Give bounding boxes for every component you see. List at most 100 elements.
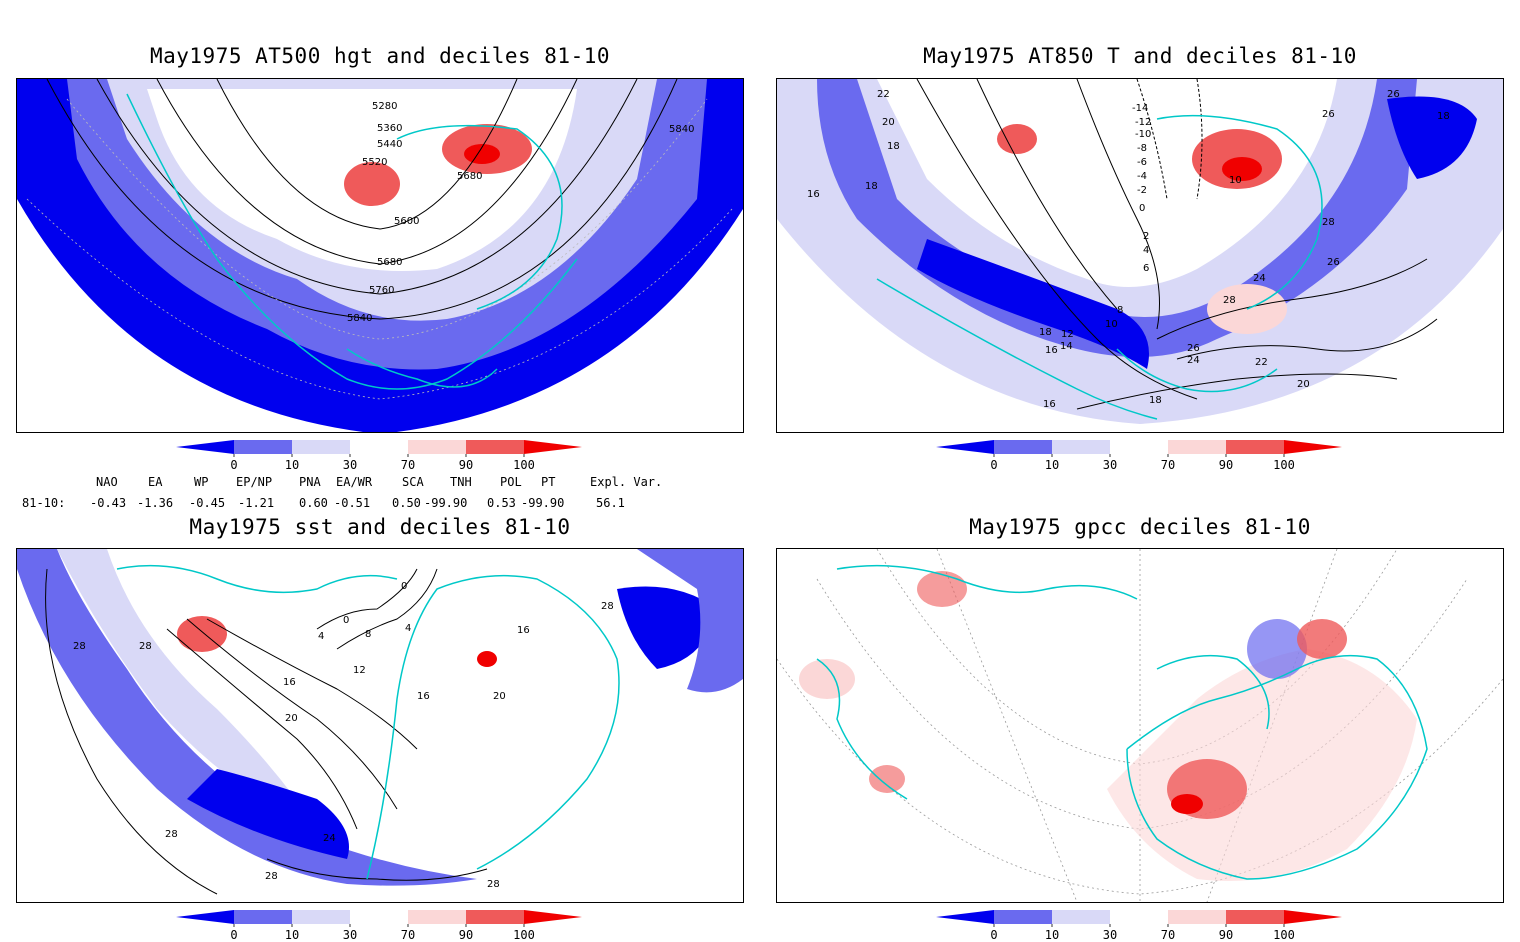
contour-label: 0 (1139, 203, 1145, 214)
contour-label: 28 (165, 829, 178, 840)
contour-label: 5760 (369, 285, 394, 296)
colorbar-segment (1284, 910, 1342, 924)
contour-label: 16 (1045, 345, 1058, 356)
colorbar-segment (1168, 910, 1226, 924)
colorbar-3: 0 10 30 70 90 100 (176, 910, 582, 942)
colorbar-segment (234, 440, 292, 454)
colorbar-segment (1226, 910, 1284, 924)
contour-label: 5840 (669, 124, 694, 135)
contour-label: 16 (517, 625, 530, 636)
contour-label: 16 (417, 691, 430, 702)
colorbar-segment (234, 910, 292, 924)
contour-label: 28 (73, 641, 86, 652)
contour-label: 12 (353, 665, 366, 676)
contour-label: 22 (1255, 357, 1268, 368)
contour-label: 16 (1043, 399, 1056, 410)
index-header-sca: SCA (402, 475, 424, 489)
index-header-tnh: TNH (450, 475, 472, 489)
colorbar-label: 90 (1219, 928, 1233, 942)
index-header-wp: WP (194, 475, 209, 489)
contour-label: 22 (877, 89, 890, 100)
colorbar-label: 30 (1103, 928, 1117, 942)
contour-label: 26 (1187, 343, 1200, 354)
map-panel-at500-hgt: 5280 5360 5440 5520 5600 5680 5760 5840 … (16, 78, 744, 433)
contour-label: -6 (1137, 157, 1147, 168)
contour-label: -2 (1137, 185, 1147, 196)
contour-label: 14 (1060, 341, 1073, 352)
colorbar-label: 10 (1045, 928, 1059, 942)
contour-label: 10 (1229, 175, 1242, 186)
index-header-pol: POL (500, 475, 522, 489)
colorbar-segment (350, 910, 408, 924)
colorbar-segment (1052, 440, 1110, 454)
colorbar-label: 0 (990, 928, 997, 942)
contour-label: 28 (265, 871, 278, 882)
colorbar-segment (524, 440, 582, 454)
colorbar-4: 0 10 30 70 90 100 (936, 910, 1342, 942)
panel-title-4: May1975 gpcc deciles 81-10 (969, 515, 1311, 539)
colorbar-segment (1168, 440, 1226, 454)
contour-label: 18 (1149, 395, 1162, 406)
colorbar-label: 100 (1273, 928, 1295, 942)
colorbar-segment (176, 910, 234, 924)
index-value-wp: -0.45 (189, 496, 226, 510)
index-header-pna: PNA (299, 475, 321, 489)
contour-label: 4 (1143, 245, 1149, 256)
contour-label: 18 (1437, 111, 1450, 122)
contour-label: 0 (343, 615, 349, 626)
colorbar-label: 30 (343, 928, 357, 942)
colorbar-label: 10 (285, 928, 299, 942)
index-header-ea: EA (148, 475, 163, 489)
colorbar-segment (466, 910, 524, 924)
index-value-tnh: -99.90 (424, 496, 468, 510)
contour-label: 26 (1322, 109, 1335, 120)
panel-title-3: May1975 sst and deciles 81-10 (189, 515, 571, 539)
index-header-pt: PT (541, 475, 556, 489)
contour-label: 24 (1187, 355, 1200, 366)
colorbar-label: 0 (230, 928, 237, 942)
contour-label: 20 (493, 691, 506, 702)
contour-label: 2 (1143, 231, 1149, 242)
contour-label: -8 (1137, 143, 1147, 154)
contour-label: 5840 (347, 313, 372, 324)
map-panel-at850-t: 22 20 18 18 16 -14 -12 -10 -8 -6 -4 -2 0… (776, 78, 1504, 433)
colorbar-label: 90 (1219, 458, 1233, 472)
panel-title-1: May1975 AT500 hgt and deciles 81-10 (149, 44, 610, 68)
contour-label: 10 (1105, 319, 1118, 330)
colorbar-1: 0 10 30 70 90 100 (176, 440, 582, 472)
index-header-expl-var: Expl. Var. (590, 475, 663, 489)
contour-label: 18 (1039, 327, 1052, 338)
colorbar-segment (408, 440, 466, 454)
contour-label: 5680 (377, 257, 402, 268)
contour-label: 16 (807, 189, 820, 200)
contour-label: 5360 (377, 123, 402, 134)
colorbar-label: 10 (285, 458, 299, 472)
contour-label: 16 (283, 677, 296, 688)
contour-label: 20 (882, 117, 895, 128)
colorbar-segment (350, 440, 408, 454)
contour-label: 4 (318, 631, 324, 642)
contour-label: 4 (405, 623, 411, 634)
colorbar-label: 30 (1103, 458, 1117, 472)
colorbar-label: 70 (1161, 928, 1175, 942)
colorbar-segment (994, 910, 1052, 924)
colorbar-segment (1110, 440, 1168, 454)
index-value-nao: -0.43 (90, 496, 127, 510)
colorbar-label: 30 (343, 458, 357, 472)
colorbar-segment (936, 440, 994, 454)
colorbar-label: 90 (459, 458, 473, 472)
colorbar-segment (466, 440, 524, 454)
colorbar-2: 0 10 30 70 90 100 (936, 440, 1342, 472)
index-value-pol: 0.53 (487, 496, 516, 510)
contour-label: 24 (323, 833, 336, 844)
contour-label: 28 (139, 641, 152, 652)
colorbar-label: 70 (401, 458, 415, 472)
colorbar-label: 0 (230, 458, 237, 472)
colorbar-label: 100 (1273, 458, 1295, 472)
index-value-ea: -1.36 (137, 496, 174, 510)
map-panel-gpcc (776, 548, 1504, 903)
contour-label: 24 (1253, 273, 1266, 284)
colorbar-label: 100 (513, 928, 535, 942)
colorbar-segment (408, 910, 466, 924)
index-value-pt: -99.90 (521, 496, 565, 510)
